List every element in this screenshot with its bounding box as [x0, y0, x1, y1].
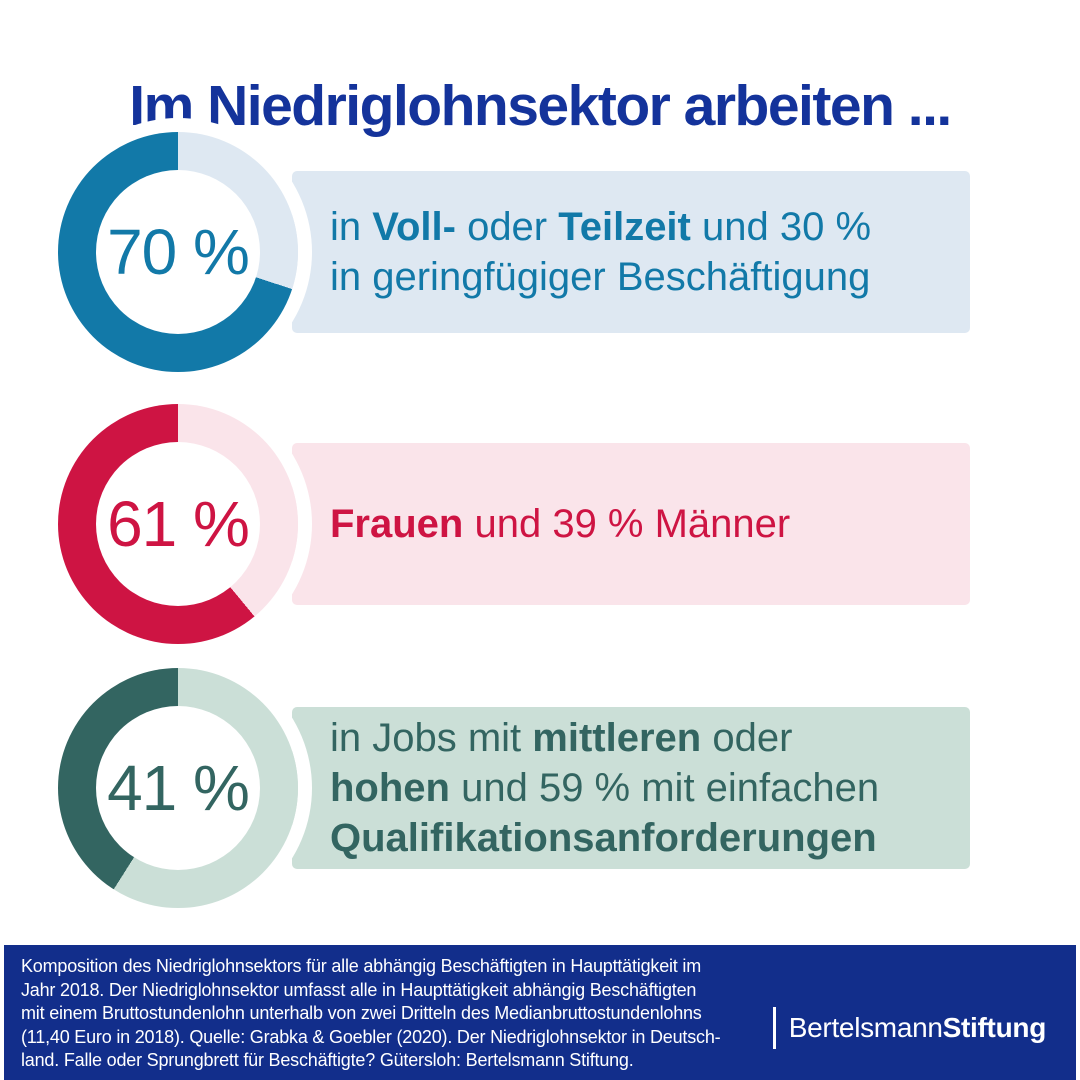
source-note: Komposition des Niedriglohnsektors für a…: [21, 956, 721, 1070]
stat-description-qualification: in Jobs mit mittleren oder hohen und 59 %…: [330, 716, 880, 860]
donut-chart-gender: 61 %: [58, 404, 298, 644]
stat-panel-qualification: in Jobs mit mittleren oder hohen und 59 %…: [292, 707, 970, 869]
page-title: Im Niedriglohnsektor arbeiten ...: [129, 74, 952, 139]
percent-label-employment: 70 %: [107, 216, 250, 288]
stat-description-gender: Frauen und 39 % Männer: [330, 502, 791, 546]
logo-text: BertelsmannStiftung: [788, 1012, 1047, 1044]
logo-text-regular: Bertelsmann: [788, 1012, 943, 1043]
stat-panel-employment: in Voll- oder Teilzeit und 30 % in gering…: [292, 171, 970, 333]
donut-chart-qualification: 41 %: [58, 668, 298, 908]
percent-label-qualification: 41 %: [107, 752, 250, 824]
logo-text-bold: Stiftung: [942, 1012, 1047, 1043]
stat-row-employment: in Voll- oder Teilzeit und 30 % in gering…: [0, 132, 1080, 372]
percent-label-gender: 61 %: [107, 488, 250, 560]
stat-row-gender: Frauen und 39 % Männer 61 %: [0, 404, 1080, 644]
bertelsmann-stiftung-logo: BertelsmannStiftung: [772, 1007, 1047, 1049]
stat-description-employment: in Voll- oder Teilzeit und 30 % in gering…: [330, 205, 872, 299]
stat-row-qualification: in Jobs mit mittleren oder hohen und 59 %…: [0, 668, 1080, 908]
stat-panel-gender: Frauen und 39 % Männer: [292, 443, 970, 605]
logo-divider-bar: [772, 1007, 776, 1049]
donut-chart-employment: 70 %: [58, 132, 298, 372]
footer-bar: Komposition des Niedriglohnsektors für a…: [4, 945, 1076, 1080]
